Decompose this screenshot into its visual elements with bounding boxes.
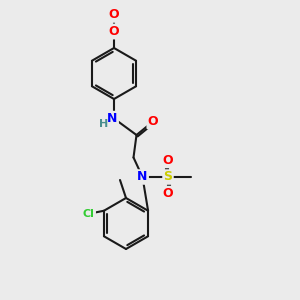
Text: N: N: [107, 112, 118, 125]
Text: N: N: [137, 170, 148, 184]
Text: Cl: Cl: [83, 209, 95, 219]
Text: O: O: [109, 25, 119, 38]
Text: H: H: [99, 119, 108, 129]
Text: O: O: [109, 25, 119, 38]
Text: O: O: [148, 115, 158, 128]
Text: O: O: [163, 187, 173, 200]
Text: O: O: [109, 8, 119, 22]
Text: S: S: [164, 170, 172, 184]
Text: O: O: [163, 154, 173, 167]
